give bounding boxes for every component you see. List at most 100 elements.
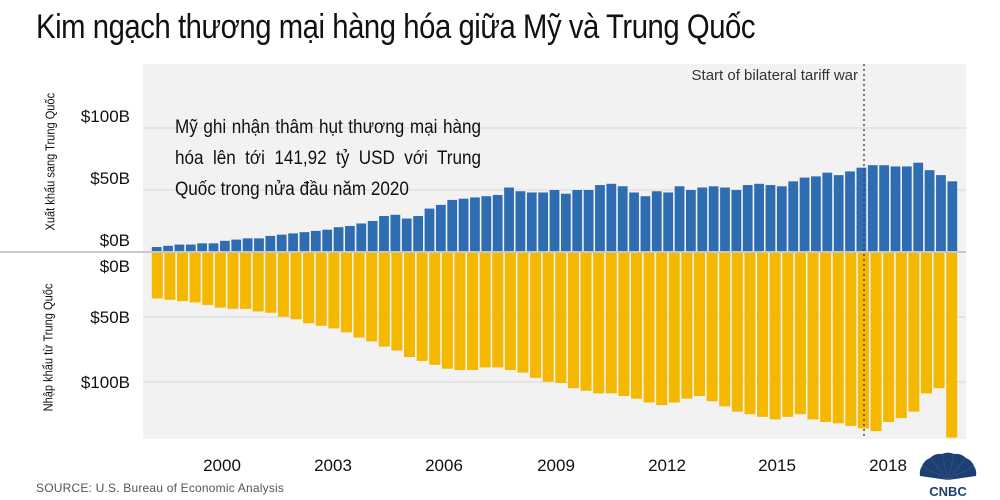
import-bar [403, 253, 415, 357]
import-bar [782, 253, 794, 417]
imports-tick-label: $100B [81, 373, 130, 392]
export-bar [220, 240, 230, 252]
export-bar [822, 172, 833, 252]
import-bar [366, 253, 378, 342]
export-bar [276, 234, 287, 252]
export-bar [879, 165, 890, 252]
imports-axis-title: Nhập khẩu từ Trung Quốc [40, 283, 56, 412]
export-bar [458, 198, 469, 252]
import-bar [315, 253, 327, 326]
export-bar [788, 181, 799, 252]
export-bar [572, 190, 583, 252]
import-bar [227, 253, 239, 309]
exports-tick-label: $50B [90, 169, 130, 188]
export-bar [936, 175, 946, 252]
export-bar [424, 208, 435, 252]
import-bar [202, 253, 214, 305]
import-bar [416, 253, 428, 361]
export-bar [560, 193, 571, 252]
import-bar [656, 253, 668, 406]
x-tick-label: 2006 [425, 456, 463, 475]
export-bar [310, 230, 321, 252]
import-bar [668, 253, 680, 403]
import-bar [441, 253, 453, 369]
export-bar [708, 186, 719, 252]
import-bar [744, 253, 756, 415]
export-bar [765, 185, 776, 252]
import-bar [719, 253, 731, 407]
import-bar [479, 253, 491, 368]
import-bar [240, 253, 252, 309]
import-bar [567, 253, 579, 389]
import-bar [265, 253, 277, 313]
import-bar [593, 253, 605, 394]
import-bar [643, 253, 655, 403]
import-bar [706, 253, 718, 402]
import-bar [353, 253, 365, 338]
export-bar [333, 227, 344, 252]
exports-tick-label: $100B [81, 107, 130, 126]
export-bar [322, 229, 333, 252]
export-bar [617, 186, 628, 252]
source-note: SOURCE: U.S. Bureau of Economic Analysis [36, 481, 285, 495]
import-bar [832, 253, 844, 424]
import-bar [391, 253, 403, 351]
logo-text: CNBC [929, 484, 967, 498]
export-bar [504, 187, 514, 252]
export-bar [845, 171, 855, 252]
peacock-icon [919, 452, 977, 480]
export-bar [470, 197, 480, 252]
export-bar [867, 165, 878, 252]
export-bar [606, 183, 617, 252]
export-bar [345, 225, 355, 252]
export-bar [833, 175, 844, 252]
import-bar [303, 253, 315, 324]
import-bar [895, 253, 907, 419]
x-ticks: 2000 2003 2006 2009 2012 2015 2018 [203, 456, 907, 475]
export-bar [538, 192, 549, 252]
import-bar [681, 253, 693, 399]
import-bar [429, 253, 441, 365]
export-bar [515, 191, 526, 252]
x-tick-label: 2009 [537, 456, 575, 475]
export-bar [811, 176, 821, 252]
x-tick-label: 2000 [203, 456, 241, 475]
import-bar [946, 253, 958, 438]
export-bar [356, 223, 367, 252]
import-bar [164, 253, 176, 300]
import-bar [542, 253, 554, 382]
export-bar [299, 232, 310, 252]
export-bar [583, 190, 594, 252]
import-bar [769, 253, 781, 420]
export-bar [151, 247, 162, 252]
imports-tick-label: $50B [90, 308, 130, 327]
annotation-text: Mỹ ghi nhận thâm hụt thương mại hàng hóa… [175, 117, 481, 200]
chart-title: Kim ngạch thương mại hàng hóa giữa Mỹ và… [36, 8, 756, 46]
export-bar [185, 244, 196, 252]
import-bar [908, 253, 920, 412]
import-bar [820, 253, 832, 422]
export-bar [435, 204, 446, 252]
export-bar [663, 192, 674, 252]
export-bar [288, 233, 298, 252]
export-bar [686, 190, 696, 252]
export-bar [697, 187, 708, 252]
export-bar [674, 186, 685, 252]
exports-bars [151, 162, 958, 252]
import-bar [277, 253, 289, 317]
import-bar [189, 253, 201, 303]
imports-tick-label: $0B [100, 257, 130, 276]
export-bar [799, 177, 810, 252]
import-bar [794, 253, 806, 415]
import-bar [378, 253, 390, 347]
imports-bars [151, 253, 958, 438]
export-bar [924, 170, 935, 252]
export-bar [254, 238, 264, 252]
import-bar [467, 253, 479, 370]
import-bar [177, 253, 189, 302]
export-bar [629, 192, 639, 252]
export-bar [265, 235, 276, 252]
import-bar [731, 253, 743, 412]
export-bar [549, 190, 560, 252]
